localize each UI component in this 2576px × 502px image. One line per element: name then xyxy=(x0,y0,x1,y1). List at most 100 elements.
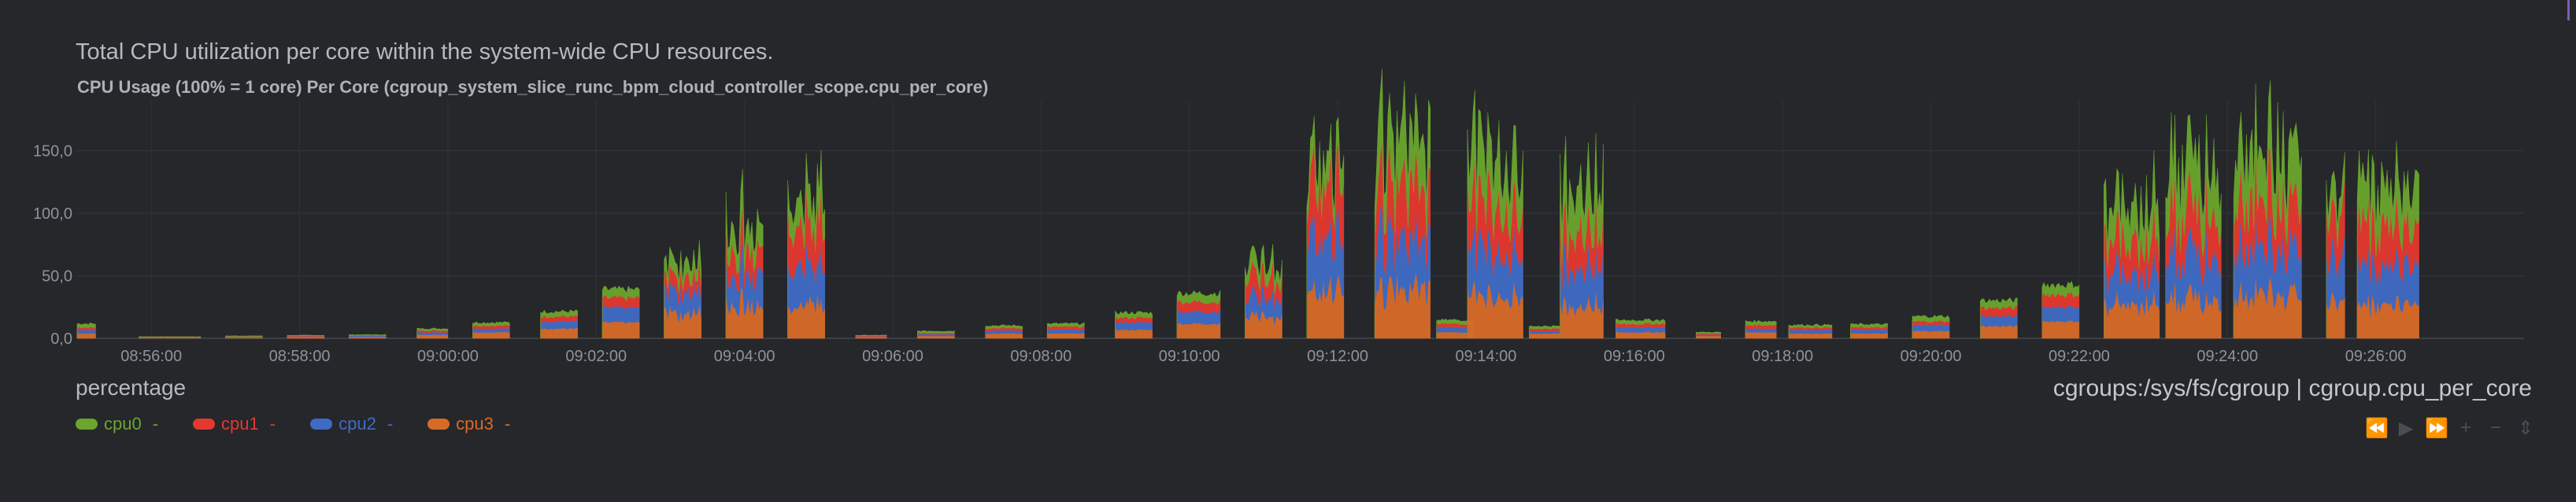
activity-burst xyxy=(416,327,449,339)
activity-burst xyxy=(1529,325,1560,339)
activity-burst xyxy=(984,324,1023,339)
activity-burst xyxy=(287,334,325,339)
x-tick-label: 09:16:00 xyxy=(1604,348,1665,365)
x-tick-label: 09:14:00 xyxy=(1456,348,1517,365)
activity-burst xyxy=(225,335,264,339)
legend: cpu0 - cpu1 - cpu2 - cpu3 - xyxy=(76,414,510,434)
area-cpu3 xyxy=(1529,333,1560,339)
legend-value-cpu1: - xyxy=(269,414,276,434)
legend-item-cpu0[interactable]: cpu0 - xyxy=(76,414,158,434)
legend-item-cpu2[interactable]: cpu2 - xyxy=(310,414,393,434)
activity-burst xyxy=(540,309,578,339)
activity-burst xyxy=(1696,331,1721,339)
activity-burst xyxy=(1979,297,2018,339)
area-cpu0 xyxy=(1176,290,1221,339)
x-axis: 08:56:00 08:58:00 09:00:00 09:02:00 09:04:00… xyxy=(120,348,2406,365)
play-icon[interactable]: ▶ xyxy=(2398,418,2414,439)
legend-label-cpu3: cpu3 xyxy=(456,414,494,434)
x-tick-label: 09:06:00 xyxy=(862,348,923,365)
rewind-icon[interactable]: ⏪ xyxy=(2365,418,2389,439)
area-cpu0 xyxy=(225,335,264,339)
x-tick-label: 09:02:00 xyxy=(565,348,627,365)
units-label: percentage xyxy=(76,375,187,400)
area-cpu0 xyxy=(2326,152,2345,339)
area-cpu0 xyxy=(2104,150,2160,338)
area-cpu0 xyxy=(917,330,956,339)
activity-burst xyxy=(787,149,826,339)
legend-swatch-cpu2 xyxy=(310,419,333,430)
area-cpu0 xyxy=(2165,112,2222,339)
y-tick-label: 150,0 xyxy=(33,143,72,161)
area-cpu3 xyxy=(1616,331,1666,339)
area-cpu3 xyxy=(416,334,449,339)
resize-handle-icon[interactable]: ⇕ xyxy=(2517,418,2533,439)
window-corner-marker xyxy=(2567,0,2570,20)
area-cpu0 xyxy=(1245,243,1282,339)
chart-title: CPU Usage (100% = 1 core) Per Core (cgro… xyxy=(77,77,989,97)
area-cpu0 xyxy=(1467,89,1523,339)
activity-burst xyxy=(2233,79,2302,339)
area-cpu3 xyxy=(1912,330,1950,339)
area-cpu0 xyxy=(416,327,449,339)
activity-burst xyxy=(1306,116,1345,339)
x-tick-label: 08:58:00 xyxy=(269,348,331,365)
area-cpu0 xyxy=(2356,141,2419,339)
area-cpu0 xyxy=(855,334,887,339)
area-cpu3 xyxy=(1980,325,2018,339)
y-tick-label: 0,0 xyxy=(50,330,72,348)
x-tick-label: 09:22:00 xyxy=(2049,348,2110,365)
activity-burst xyxy=(1616,318,1666,339)
activity-burst xyxy=(2326,152,2345,339)
area-cpu0 xyxy=(2233,79,2302,339)
legend-item-cpu1[interactable]: cpu1 - xyxy=(193,414,276,434)
activity-burst xyxy=(2104,150,2160,339)
y-tick-label: 50,0 xyxy=(42,268,72,286)
area-cpu0 xyxy=(787,149,826,339)
chart-toolbox: ⏪ ▶ ⏩ + − xyxy=(2365,417,2507,440)
x-tick-label: 09:18:00 xyxy=(1752,348,1813,365)
forward-icon[interactable]: ⏩ xyxy=(2425,418,2448,439)
activity-burst xyxy=(2356,141,2420,339)
area-cpu3 xyxy=(1115,329,1153,339)
x-tick-label: 09:08:00 xyxy=(1010,348,1071,365)
activity-burst xyxy=(601,285,640,339)
activity-burst xyxy=(1374,68,1431,339)
legend-swatch-cpu3 xyxy=(427,419,450,430)
area-cpu0 xyxy=(985,324,1023,339)
x-tick-label: 09:00:00 xyxy=(417,348,479,365)
area-cpu0 xyxy=(664,240,701,339)
legend-label-cpu1: cpu1 xyxy=(221,414,259,434)
x-tick-label: 09:04:00 xyxy=(714,348,775,365)
activity-burst xyxy=(855,334,887,339)
zoom-out-icon[interactable]: − xyxy=(2489,417,2501,438)
activity-burst xyxy=(472,321,510,339)
activity-burst xyxy=(1788,323,1833,339)
x-tick-label: 09:24:00 xyxy=(2197,348,2258,365)
area-cpu0 xyxy=(601,285,640,339)
activity-burst xyxy=(1912,315,1950,339)
area-cpu0 xyxy=(1745,319,1777,339)
area-cpu3 xyxy=(1745,331,1777,339)
zoom-in-icon[interactable]: + xyxy=(2459,417,2471,438)
legend-value-cpu2: - xyxy=(387,414,394,434)
activity-burst xyxy=(725,168,764,339)
activity-burst xyxy=(1467,89,1523,339)
activity-burst xyxy=(1176,290,1221,339)
area-cpu0 xyxy=(540,309,578,339)
area-cpu0 xyxy=(1788,323,1833,339)
legend-swatch-cpu0 xyxy=(76,419,98,430)
area-cpu3 xyxy=(2041,319,2080,339)
legend-value-cpu3: - xyxy=(504,414,511,434)
legend-item-cpu3[interactable]: cpu3 - xyxy=(427,414,510,434)
y-axis: 0,0 50,0 100,0 150,0 xyxy=(33,143,72,348)
stacked-areas xyxy=(76,68,2420,339)
activity-burst xyxy=(1560,133,1604,339)
area-cpu0 xyxy=(1912,315,1950,338)
x-tick-label: 09:12:00 xyxy=(1307,348,1368,365)
legend-label-cpu2: cpu2 xyxy=(339,414,376,434)
area-cpu0 xyxy=(1849,323,1888,339)
area-cpu0 xyxy=(472,321,510,339)
area-cpu0 xyxy=(1560,133,1604,339)
activity-burst xyxy=(917,330,956,339)
